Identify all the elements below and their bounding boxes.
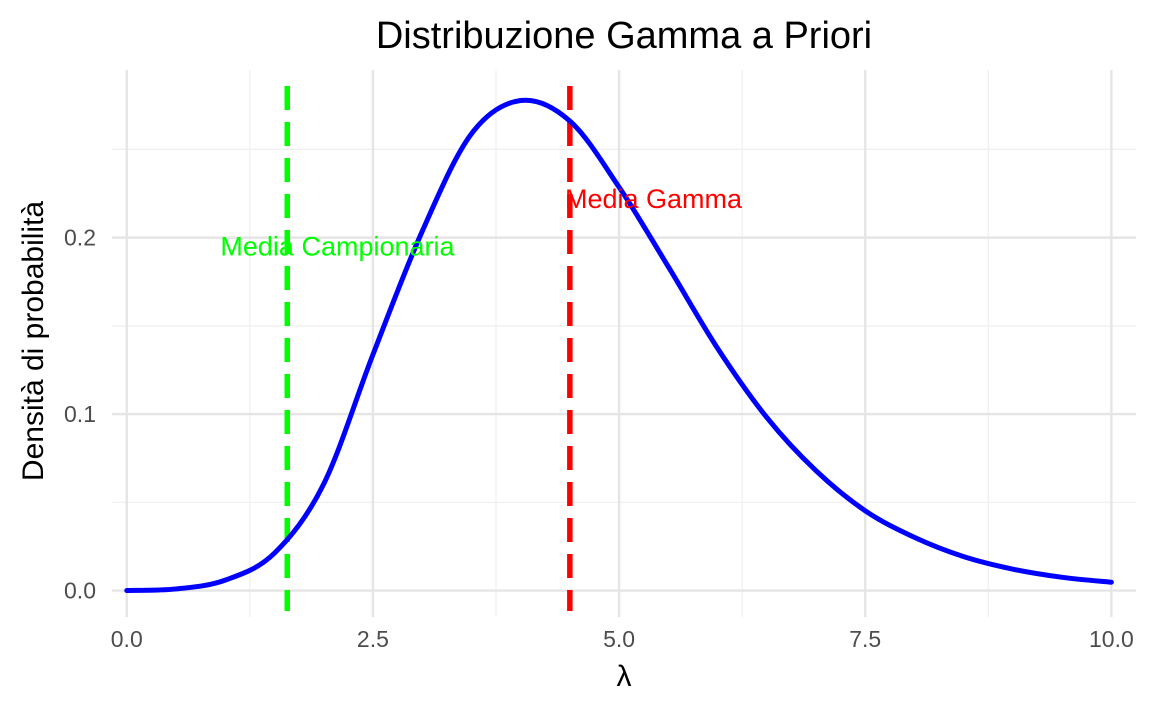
grid-lines xyxy=(112,70,1136,617)
y-tick-label: 0.0 xyxy=(64,578,96,604)
annotation-label: Media Gamma xyxy=(565,184,743,214)
x-tick-label: 7.5 xyxy=(849,626,881,652)
density-curve xyxy=(124,97,1114,594)
x-axis-title: λ xyxy=(617,660,632,693)
annotations: Media Campionaria Media Gamma xyxy=(220,184,743,262)
y-tick-labels: 0.0 0.1 0.2 xyxy=(64,225,96,604)
x-tick-label: 2.5 xyxy=(357,626,389,652)
reference-lines xyxy=(284,86,573,611)
x-tick-label: 0.0 xyxy=(111,626,143,652)
x-tick-label: 5.0 xyxy=(603,626,635,652)
annotation-label: Media Campionaria xyxy=(220,231,455,261)
y-axis-title: Densità di probabilità xyxy=(17,201,50,481)
chart-title: Distribuzione Gamma a Priori xyxy=(376,15,872,57)
x-tick-labels: 0.0 2.5 5.0 7.5 10.0 xyxy=(111,626,1134,652)
x-tick-label: 10.0 xyxy=(1089,626,1134,652)
y-tick-label: 0.1 xyxy=(64,401,96,427)
y-tick-label: 0.2 xyxy=(64,225,96,251)
